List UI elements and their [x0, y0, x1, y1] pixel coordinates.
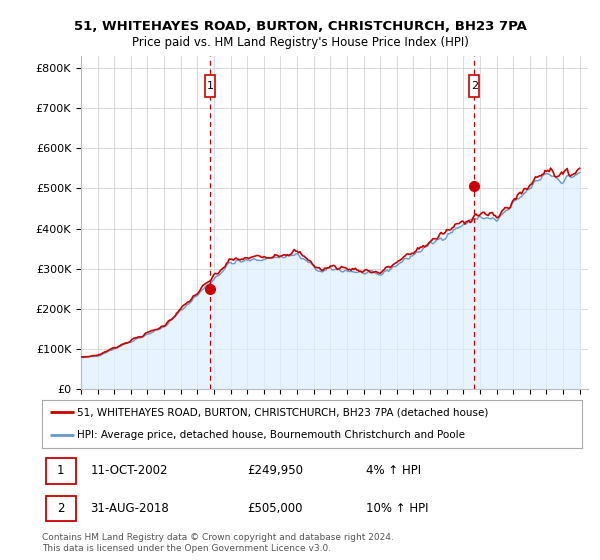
- Text: 31-AUG-2018: 31-AUG-2018: [91, 502, 169, 515]
- FancyBboxPatch shape: [205, 75, 215, 97]
- Text: Contains HM Land Registry data © Crown copyright and database right 2024.
This d: Contains HM Land Registry data © Crown c…: [42, 533, 394, 553]
- Text: Price paid vs. HM Land Registry's House Price Index (HPI): Price paid vs. HM Land Registry's House …: [131, 36, 469, 49]
- Text: 1: 1: [57, 464, 65, 477]
- Text: 2: 2: [471, 81, 478, 91]
- FancyBboxPatch shape: [46, 458, 76, 484]
- Text: 2: 2: [57, 502, 65, 515]
- Text: £249,950: £249,950: [247, 464, 303, 477]
- Text: 51, WHITEHAYES ROAD, BURTON, CHRISTCHURCH, BH23 7PA: 51, WHITEHAYES ROAD, BURTON, CHRISTCHURC…: [74, 20, 526, 32]
- FancyBboxPatch shape: [469, 75, 479, 97]
- FancyBboxPatch shape: [46, 496, 76, 521]
- Text: 4% ↑ HPI: 4% ↑ HPI: [366, 464, 421, 477]
- Text: 51, WHITEHAYES ROAD, BURTON, CHRISTCHURCH, BH23 7PA (detached house): 51, WHITEHAYES ROAD, BURTON, CHRISTCHURC…: [77, 407, 488, 417]
- Text: 11-OCT-2002: 11-OCT-2002: [91, 464, 168, 477]
- Text: HPI: Average price, detached house, Bournemouth Christchurch and Poole: HPI: Average price, detached house, Bour…: [77, 430, 465, 440]
- Text: 10% ↑ HPI: 10% ↑ HPI: [366, 502, 428, 515]
- Text: £505,000: £505,000: [247, 502, 303, 515]
- Text: 1: 1: [207, 81, 214, 91]
